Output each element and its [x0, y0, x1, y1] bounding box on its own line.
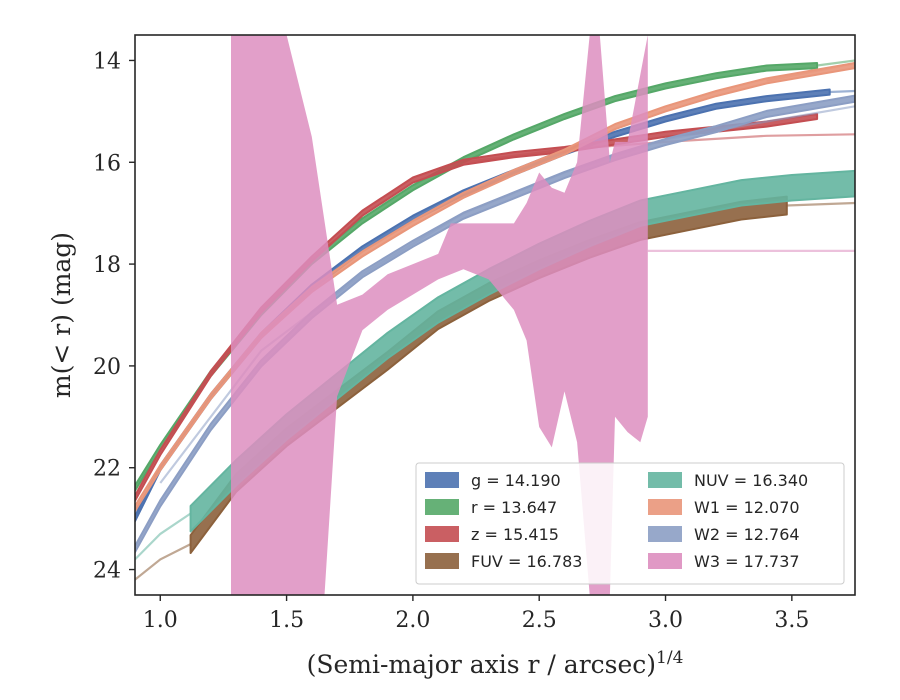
legend: g = 14.190 r = 13.647 z = 15.415 FUV = 16.7… [415, 462, 845, 585]
series-FUV-extrapolation [135, 543, 192, 581]
x-tick-label: 2.5 [522, 608, 557, 633]
legend-label-z: z = 15.415 [471, 525, 559, 544]
legend-label-W1: W1 = 12.070 [694, 498, 800, 517]
series-NUV-band [189, 169, 855, 533]
x-axis-label: (Semi-major axis r / arcsec)1/4 [307, 648, 684, 679]
y-tick-label: 20 [93, 355, 121, 380]
legend-frame [415, 462, 845, 585]
series-r-extrapolation [816, 59, 855, 67]
plot-frame [134, 34, 856, 596]
legend-label-W3: W3 = 17.737 [694, 552, 800, 571]
legend-swatch-W2 [648, 526, 682, 542]
series-FUV-extrapolation-2 [786, 201, 855, 207]
x-tick-label: 3.5 [774, 608, 809, 633]
x-tick-label: 3.0 [648, 608, 683, 633]
legend-swatch-z [425, 526, 459, 542]
legend-label-r: r = 13.647 [471, 498, 557, 517]
legend-swatch-W3 [648, 553, 682, 569]
legend-label-W2: W2 = 12.764 [694, 525, 800, 544]
y-tick-label: 14 [93, 49, 121, 74]
legend-label-g: g = 14.190 [471, 471, 561, 490]
x-tick-label: 2.0 [395, 608, 430, 633]
x-axis: 1.0 1.5 2.0 2.5 3.0 3.5 [143, 595, 809, 633]
legend-label-NUV: NUV = 16.340 [694, 471, 808, 490]
y-axis: 14 16 18 20 22 24 [93, 49, 135, 584]
legend-swatch-W1 [648, 499, 682, 515]
x-tick-label: 1.0 [143, 608, 178, 633]
legend-swatch-NUV [648, 472, 682, 488]
legend-label-FUV: FUV = 16.783 [471, 552, 582, 571]
x-tick-label: 1.5 [269, 608, 304, 633]
y-tick-label: 24 [93, 559, 121, 584]
x-axis-label-exponent: 1/4 [656, 648, 683, 668]
x-axis-label-text: (Semi-major axis r / arcsec) [307, 650, 656, 679]
series-W1-extrapolation [766, 61, 855, 82]
series-NUV-extrapolation [135, 512, 192, 561]
y-tick-label: 22 [93, 457, 121, 482]
y-axis-label: m(< r) (mag) [47, 232, 76, 398]
legend-swatch-r [425, 499, 459, 515]
y-tick-label: 16 [93, 151, 121, 176]
series-g-extrapolation [829, 89, 855, 94]
series-NUV [135, 169, 855, 561]
y-tick-label: 18 [93, 253, 121, 278]
legend-swatch-g [425, 472, 459, 488]
legend-swatch-FUV [425, 553, 459, 569]
